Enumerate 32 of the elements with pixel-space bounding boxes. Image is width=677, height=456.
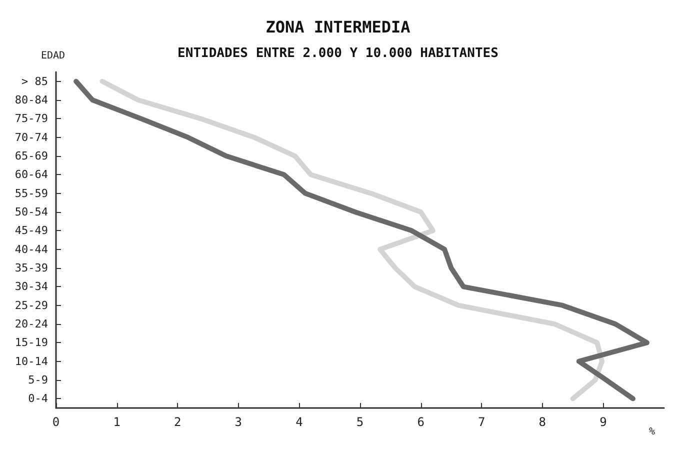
chart-subtitle: ENTIDADES ENTRE 2.000 Y 10.000 HABITANTES [178,46,499,61]
y-tick-label: 65-69 [14,150,48,162]
y-tick-label: 10-14 [14,354,48,368]
x-tick-label: 8 [538,415,546,429]
y-tick-label: 40-44 [14,242,48,256]
x-tick-label: 2 [174,415,182,429]
y-tick-label: 0-4 [28,392,48,406]
x-tick-label: 6 [417,415,424,429]
y-tick-label: 20-24 [14,318,48,330]
x-tick-label: 7 [478,415,486,429]
y-tick-label: 70-74 [14,130,48,144]
x-tick-label: 4 [296,415,303,429]
y-tick-label: 5-9 [28,374,48,386]
y-tick-label: 80-84 [14,94,48,106]
y-tick-label: 60-64 [14,168,48,182]
x-tick-label: 5 [356,415,364,429]
x-tick-label: 0 [52,415,60,429]
y-tick-label: 25-29 [14,298,48,312]
y-tick-label: 75-79 [14,112,48,126]
x-tick-label: 1 [113,415,120,429]
y-tick-label: 15-19 [14,336,48,350]
x-axis-title: % [648,426,656,438]
chart-title: ZONA INTERMEDIA [266,18,411,36]
y-tick-label: 50-54 [14,206,48,218]
x-tick-label: 3 [234,415,242,429]
y-axis-title: EDAD [41,50,66,62]
y-tick-label: 35-39 [14,262,48,274]
y-tick-label: > 85 [22,74,48,88]
y-tick-label: 55-59 [14,186,48,200]
x-tick-label: 9 [600,415,607,429]
y-tick-label: 45-49 [14,224,48,238]
y-tick-label: 30-34 [14,280,48,294]
